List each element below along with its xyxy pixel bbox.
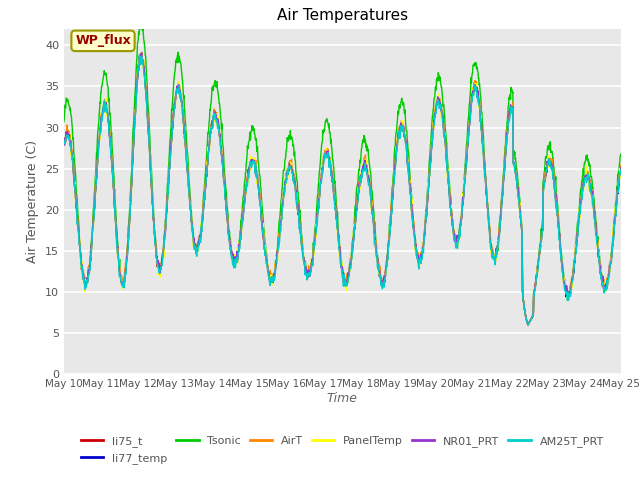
X-axis label: Time: Time: [327, 392, 358, 405]
Text: WP_flux: WP_flux: [75, 35, 131, 48]
Title: Air Temperatures: Air Temperatures: [277, 9, 408, 24]
Legend: li75_t, li77_temp, Tsonic, AirT, PanelTemp, NR01_PRT, AM25T_PRT: li75_t, li77_temp, Tsonic, AirT, PanelTe…: [77, 432, 608, 468]
Y-axis label: Air Temperature (C): Air Temperature (C): [26, 140, 40, 263]
